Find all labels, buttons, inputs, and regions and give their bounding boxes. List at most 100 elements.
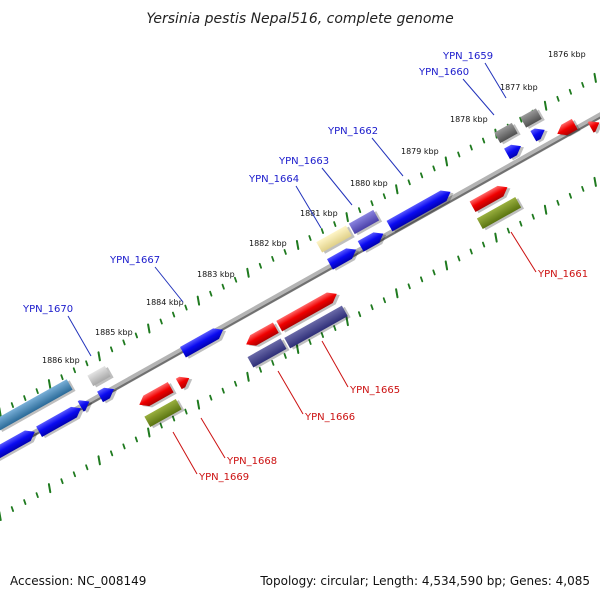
outer-tick xyxy=(593,72,597,83)
outer-tick xyxy=(122,339,126,346)
gene-label[interactable]: YPN_1660 xyxy=(418,67,469,78)
outer-tick xyxy=(271,255,275,262)
gene-arrow-face xyxy=(180,328,224,358)
inner-tick xyxy=(171,415,176,422)
outer-tick xyxy=(196,295,201,306)
leader-line xyxy=(277,370,304,415)
leader-line xyxy=(321,167,353,206)
gene-arrow[interactable] xyxy=(386,186,457,234)
gene-arrow-face xyxy=(0,430,35,462)
gene-block[interactable] xyxy=(520,107,545,129)
gene-block[interactable] xyxy=(284,305,351,351)
gene-arrow-face xyxy=(139,381,174,407)
label-leader-lines xyxy=(67,62,537,475)
gene-arrow[interactable] xyxy=(175,372,195,391)
gene-arrow-face xyxy=(530,128,545,142)
gene-arrow-face xyxy=(175,376,190,390)
inner-tick xyxy=(357,311,362,318)
leader-line xyxy=(200,417,226,459)
gene-arrow[interactable] xyxy=(136,381,177,412)
gene-block[interactable] xyxy=(476,196,525,231)
outer-tick xyxy=(47,379,52,390)
inner-tick xyxy=(110,450,114,457)
outer-tick xyxy=(246,267,250,278)
accession-text: Accession: NC_008149 xyxy=(10,574,146,588)
outer-tick xyxy=(581,81,585,88)
gene-arrow-face xyxy=(326,248,357,270)
tick-label: 1879 kbp xyxy=(401,147,439,156)
gene-arrow[interactable] xyxy=(530,124,550,144)
gene-block-face xyxy=(144,398,182,428)
leader-line xyxy=(371,137,404,177)
leader-line xyxy=(295,185,322,229)
outer-tick xyxy=(110,346,114,353)
gene-arrow[interactable] xyxy=(587,116,600,135)
tick-label: 1878 kbp xyxy=(450,115,488,124)
outer-tick xyxy=(295,239,300,250)
inner-tick-ruler xyxy=(0,176,597,521)
leader-line xyxy=(154,266,184,303)
outer-tick xyxy=(184,304,188,311)
gene-block-face xyxy=(316,225,352,253)
gene-arrow[interactable] xyxy=(180,324,229,360)
gene-label[interactable]: YPN_1661 xyxy=(537,269,588,280)
gene-arrow[interactable] xyxy=(243,321,282,351)
outer-tick xyxy=(35,388,39,395)
gene-arrow[interactable] xyxy=(276,288,342,334)
gene-block-face xyxy=(348,209,380,235)
outer-tick xyxy=(481,137,486,144)
outer-tick xyxy=(457,151,461,158)
gene-block[interactable] xyxy=(144,398,185,429)
gene-block[interactable] xyxy=(494,122,521,145)
inner-tick xyxy=(531,213,535,220)
gene-arrow[interactable] xyxy=(0,426,41,464)
tick-label: 1884 kbp xyxy=(146,298,184,307)
gene-label[interactable]: YPN_1669 xyxy=(198,472,249,483)
gene-label[interactable]: YPN_1659 xyxy=(442,51,493,62)
gene-label[interactable]: YPN_1667 xyxy=(109,255,160,266)
gene-block[interactable] xyxy=(348,209,383,236)
inner-tick xyxy=(221,387,225,394)
outer-tick xyxy=(171,311,176,318)
gene-label[interactable]: YPN_1668 xyxy=(226,456,277,467)
gene-block[interactable] xyxy=(316,224,355,254)
outer-tick xyxy=(357,207,362,214)
gene-arrow[interactable] xyxy=(469,181,514,214)
gene-block[interactable] xyxy=(247,337,290,369)
gene-arrow[interactable] xyxy=(357,227,390,253)
inner-tick xyxy=(246,371,250,382)
outer-tick xyxy=(370,200,374,207)
gene-label[interactable]: YPN_1663 xyxy=(278,156,329,167)
inner-tick xyxy=(134,436,139,443)
gene-block-face xyxy=(520,108,542,128)
gene-block[interactable] xyxy=(0,378,76,433)
leader-line xyxy=(510,231,537,273)
inner-tick xyxy=(395,288,399,299)
genome-backbone-shade xyxy=(0,116,600,456)
inner-tick xyxy=(258,366,263,373)
outer-tick xyxy=(432,165,436,172)
gene-arrow[interactable] xyxy=(77,395,96,414)
inner-tick xyxy=(568,192,572,199)
gene-label[interactable]: YPN_1664 xyxy=(248,174,299,185)
gene-arrow[interactable] xyxy=(504,140,527,161)
gene-block[interactable] xyxy=(87,365,114,388)
tick-label: 1876 kbp xyxy=(548,50,586,59)
outer-tick xyxy=(407,179,411,186)
inner-tick xyxy=(60,478,64,485)
gene-label[interactable]: YPN_1665 xyxy=(349,385,400,396)
gene-label[interactable]: YPN_1662 xyxy=(327,126,378,137)
outer-tick xyxy=(23,395,27,401)
gene-label[interactable]: YPN_1670 xyxy=(22,304,73,315)
gene-arrow[interactable] xyxy=(97,383,120,404)
gene-arrow[interactable] xyxy=(326,243,362,271)
gene-arrow[interactable] xyxy=(554,118,581,141)
inner-tick xyxy=(370,304,374,311)
genome-backbone xyxy=(0,112,600,456)
inner-tick xyxy=(147,427,151,438)
gene-block-face xyxy=(494,122,518,144)
inner-tick xyxy=(10,506,15,512)
outer-tick xyxy=(519,116,523,123)
gene-arrow[interactable] xyxy=(36,402,87,439)
gene-label[interactable]: YPN_1666 xyxy=(304,412,355,423)
